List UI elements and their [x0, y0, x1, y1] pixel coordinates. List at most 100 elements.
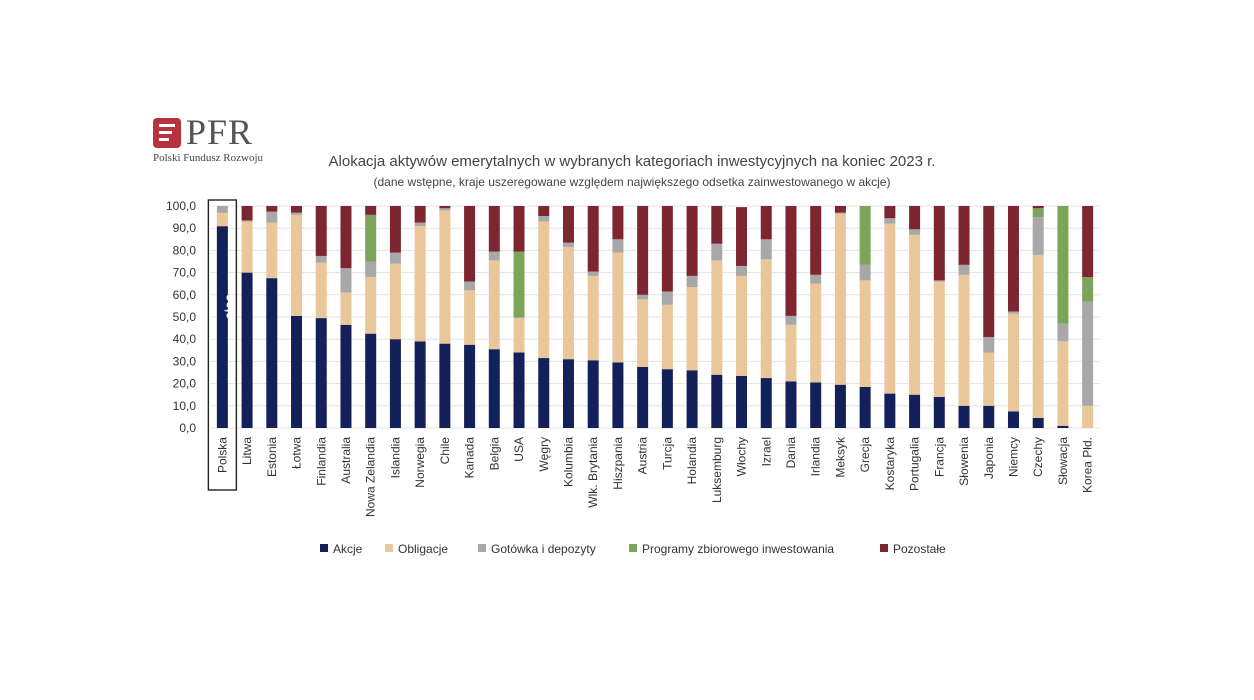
bar-segment — [810, 382, 822, 428]
bar-segment — [340, 268, 352, 293]
x-tick-label: Holandia — [685, 437, 699, 485]
y-tick-label: 80,0 — [173, 243, 197, 257]
bar-segment — [291, 212, 303, 215]
bar-segment — [513, 251, 525, 317]
legend-label: Pozostałe — [893, 542, 946, 556]
x-tick-label: Wlk. Brytania — [586, 437, 600, 508]
bar-segment — [810, 274, 822, 284]
bar-segment — [637, 366, 649, 428]
bar-segment — [1032, 418, 1044, 428]
bar-segment — [736, 375, 748, 428]
x-tick-label: Meksyk — [833, 436, 847, 478]
bar-segment — [1082, 277, 1094, 302]
bar-segment — [661, 291, 673, 305]
bar-segment — [389, 339, 401, 428]
bar-segment — [464, 206, 476, 282]
bar-segment — [266, 206, 278, 212]
bar-segment — [1032, 254, 1044, 419]
x-tick-label: Korea Płd. — [1081, 437, 1095, 493]
bar-segment — [315, 206, 327, 256]
bar-segment — [1057, 206, 1069, 324]
bar-segment — [513, 317, 525, 319]
legend-swatch — [880, 544, 888, 552]
y-tick-label: 30,0 — [173, 354, 197, 368]
legend-label: Akcje — [333, 542, 363, 556]
bar-segment — [983, 405, 995, 428]
bar-segment — [612, 206, 624, 240]
bar-segment — [760, 239, 772, 260]
bar-segment — [587, 275, 599, 361]
bar-segment — [488, 349, 500, 428]
bars: 90,9 — [216, 206, 1094, 428]
bar-segment — [241, 206, 253, 221]
bar-segment — [686, 370, 698, 428]
bar-segment — [1007, 313, 1019, 412]
bar-segment — [785, 206, 797, 316]
bar-segment — [439, 208, 451, 211]
bar-segment — [785, 381, 797, 428]
bar-segment — [439, 343, 451, 428]
x-tick-label: USA — [512, 437, 526, 462]
bar-segment — [340, 206, 352, 269]
bar-segment — [637, 299, 649, 367]
y-tick-label: 10,0 — [173, 399, 197, 413]
bar-segment — [562, 359, 574, 428]
bar-segment — [909, 234, 921, 395]
y-tick-label: 40,0 — [173, 332, 197, 346]
x-tick-label: Polska — [215, 437, 229, 473]
x-tick-label: Hiszpania — [611, 437, 625, 490]
x-tick-label: Kostaryka — [883, 437, 897, 491]
bar-segment — [1057, 425, 1069, 428]
bar-segment — [365, 333, 377, 428]
x-tick-label: Izrael — [759, 437, 773, 466]
x-axis: Polska Litwa Estonia Łotwa Finlandia Australi… — [207, 199, 1095, 517]
y-tick-label: 90,0 — [173, 221, 197, 235]
bar-segment — [587, 206, 599, 272]
bar-segment — [414, 206, 426, 223]
y-tick-label: 70,0 — [173, 266, 197, 280]
bar-segment — [1007, 206, 1019, 312]
x-tick-label: Kanada — [463, 437, 477, 479]
bar-segment — [612, 239, 624, 253]
x-tick-label: Czechy — [1031, 437, 1045, 477]
bar-segment — [736, 207, 748, 266]
bar-segment — [736, 275, 748, 376]
bar-segment — [760, 259, 772, 379]
bar-segment — [884, 206, 896, 219]
bar-segment — [587, 271, 599, 276]
y-tick-label: 0,0 — [179, 421, 196, 435]
y-axis: 0,0 10,0 20,0 30,0 40,0 50,0 60,0 70,0 80,0 90,0 1… — [166, 199, 196, 435]
x-tick-label: Portugalia — [908, 437, 922, 491]
y-tick-label: 20,0 — [173, 377, 197, 391]
bar-segment — [933, 280, 945, 282]
bar-segment — [365, 214, 377, 262]
bar-segment — [315, 255, 327, 263]
x-tick-label: Słowacja — [1056, 437, 1070, 485]
legend-label: Gotówka i depozyty — [491, 542, 596, 556]
bar-segment — [389, 252, 401, 264]
bar-segment — [464, 281, 476, 291]
bar-segment — [1007, 311, 1019, 314]
bar-segment — [439, 206, 451, 209]
bar-segment — [661, 206, 673, 292]
bar-segment — [241, 221, 253, 273]
bar-segment — [389, 206, 401, 253]
bar-segment — [488, 206, 500, 252]
bar-segment — [661, 304, 673, 370]
bar-segment — [661, 369, 673, 428]
legend-swatch — [385, 544, 393, 552]
bar-segment — [538, 215, 550, 222]
bar-segment — [216, 226, 228, 428]
bar-segment — [686, 287, 698, 371]
bar-segment — [909, 206, 921, 230]
x-tick-label: Turcja — [660, 437, 674, 470]
chart-subtitle: (dane wstępne, kraje uszeregowane względ… — [374, 175, 891, 189]
bar-segment — [1032, 206, 1044, 209]
bar-segment — [933, 281, 945, 397]
bar-segment — [810, 206, 822, 275]
x-tick-label: Norwegia — [413, 437, 427, 488]
highlight-value-label: 90,9 — [223, 294, 238, 319]
bar-segment — [834, 213, 846, 385]
bar-segment — [859, 386, 871, 428]
